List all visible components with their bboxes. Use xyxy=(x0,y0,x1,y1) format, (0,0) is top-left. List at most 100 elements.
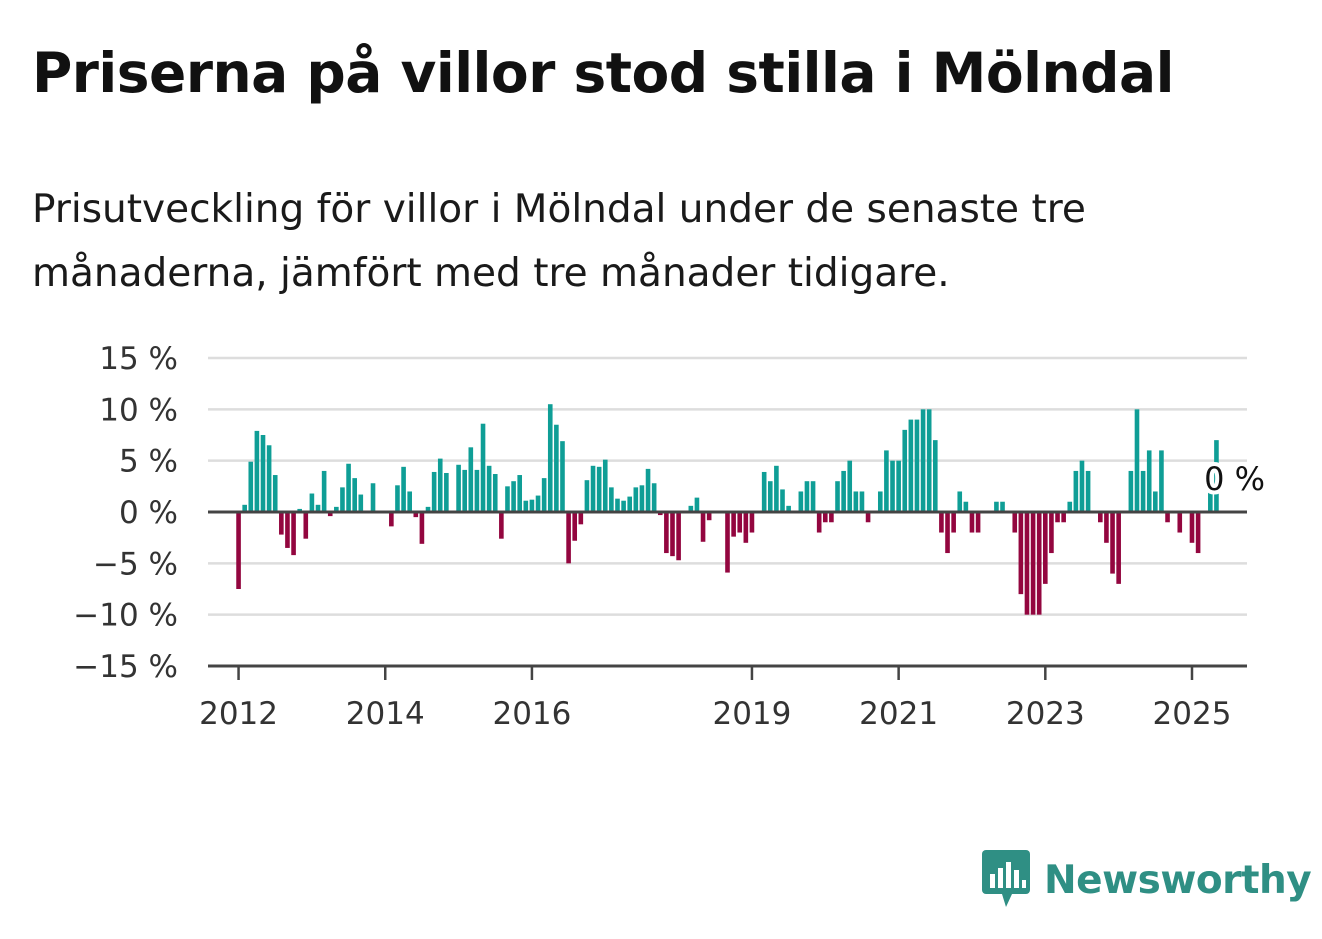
bar xyxy=(841,470,846,512)
bar xyxy=(761,471,767,512)
bar xyxy=(932,440,938,512)
brand-name: Newsworthy xyxy=(1044,857,1312,903)
bar xyxy=(737,512,743,533)
bar xyxy=(1067,501,1073,512)
bar xyxy=(492,474,498,512)
bar xyxy=(1153,491,1158,512)
bar xyxy=(951,512,956,533)
bar xyxy=(499,512,504,539)
bar xyxy=(920,409,926,512)
bar xyxy=(584,480,590,512)
bar xyxy=(890,460,895,512)
bar xyxy=(657,512,663,516)
bar xyxy=(431,471,437,512)
bar xyxy=(334,506,339,512)
y-tick-label: −5 % xyxy=(93,546,178,582)
bar xyxy=(401,466,406,512)
bar xyxy=(236,512,241,589)
bar xyxy=(285,512,290,548)
bar xyxy=(786,505,791,512)
y-tick-label: 15 % xyxy=(99,341,178,377)
bar xyxy=(1098,512,1103,523)
bar xyxy=(1116,512,1121,584)
bar xyxy=(462,469,467,512)
bar xyxy=(1177,512,1183,533)
bar xyxy=(877,491,883,512)
bar xyxy=(291,512,296,556)
bar xyxy=(1140,470,1146,512)
bar xyxy=(1085,470,1091,512)
bar xyxy=(315,504,321,512)
bar xyxy=(1104,512,1109,543)
bar xyxy=(926,409,932,512)
bar xyxy=(676,512,681,561)
bar xyxy=(321,470,327,512)
bar xyxy=(908,419,914,512)
bar xyxy=(554,424,559,512)
bar xyxy=(590,465,596,512)
x-tick-label: 2023 xyxy=(1006,696,1085,732)
bar xyxy=(749,512,755,533)
x-axis-tick-labels: 2012 2014 2016 2019 2021 2023 2025 xyxy=(199,696,1231,732)
x-tick-label: 2019 xyxy=(712,696,791,732)
bar xyxy=(1134,409,1140,512)
bar xyxy=(425,506,431,512)
bar xyxy=(975,512,981,533)
bar xyxy=(1000,501,1005,512)
axes xyxy=(208,510,1247,680)
bar xyxy=(633,487,639,512)
bar xyxy=(939,512,944,533)
bar xyxy=(859,491,865,512)
bar xyxy=(645,468,651,512)
y-tick-label: −10 % xyxy=(73,598,178,634)
bar xyxy=(297,508,302,512)
bar xyxy=(242,504,247,512)
bar xyxy=(767,481,773,512)
bar xyxy=(352,478,357,512)
bar xyxy=(346,463,351,512)
bar xyxy=(896,460,901,512)
bar xyxy=(902,429,908,512)
bar xyxy=(1030,512,1036,615)
bar xyxy=(560,441,565,512)
bar xyxy=(700,512,706,542)
x-tick-label: 2012 xyxy=(199,696,278,732)
bar xyxy=(853,491,859,512)
bar xyxy=(395,485,400,512)
annotation-label: 0 % xyxy=(1204,460,1265,498)
bar xyxy=(370,483,376,512)
bar xyxy=(437,458,443,512)
newsworthy-logo: Newsworthy xyxy=(982,850,1312,910)
bar xyxy=(389,512,394,527)
bar xyxy=(279,512,284,535)
y-axis-tick-labels: 15 % 10 % 5 % 0 % −5 % −10 % −15 % xyxy=(73,341,178,685)
annotation-label-halo: 0 % xyxy=(1204,460,1265,498)
bar xyxy=(798,491,804,512)
bar xyxy=(407,491,412,512)
bar xyxy=(743,512,749,543)
bar xyxy=(816,512,822,533)
y-tick-label: −15 % xyxy=(73,649,178,685)
bar xyxy=(694,497,700,512)
bar xyxy=(254,430,260,512)
y-tick-label: 10 % xyxy=(99,392,178,428)
bar xyxy=(1195,512,1201,554)
y-tick-label: 5 % xyxy=(119,444,178,480)
bar xyxy=(480,423,486,512)
annotation: 0 %0 % xyxy=(1200,456,1269,502)
bar xyxy=(523,500,529,512)
bar xyxy=(486,465,492,512)
bar xyxy=(309,493,315,512)
bar xyxy=(248,461,254,512)
bar xyxy=(1036,512,1042,615)
bar xyxy=(780,489,785,512)
bar xyxy=(914,419,920,512)
bar xyxy=(725,512,730,573)
bar xyxy=(731,512,736,537)
bar xyxy=(578,512,584,525)
bar xyxy=(1189,512,1195,543)
bar xyxy=(639,485,645,512)
bar xyxy=(260,435,266,512)
bar xyxy=(1214,440,1219,512)
